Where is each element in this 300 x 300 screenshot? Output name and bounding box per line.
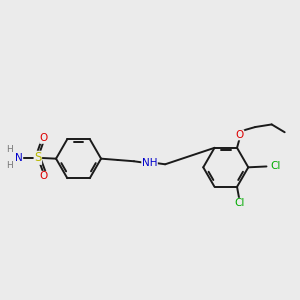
Text: O: O [40, 133, 48, 143]
Text: H: H [6, 161, 13, 170]
Text: Cl: Cl [234, 198, 245, 208]
Text: O: O [236, 130, 244, 140]
Text: NH: NH [142, 158, 157, 168]
Text: S: S [34, 151, 41, 164]
Text: Cl: Cl [270, 161, 280, 172]
Text: N: N [15, 153, 23, 163]
Text: O: O [40, 171, 48, 182]
Text: H: H [6, 146, 13, 154]
